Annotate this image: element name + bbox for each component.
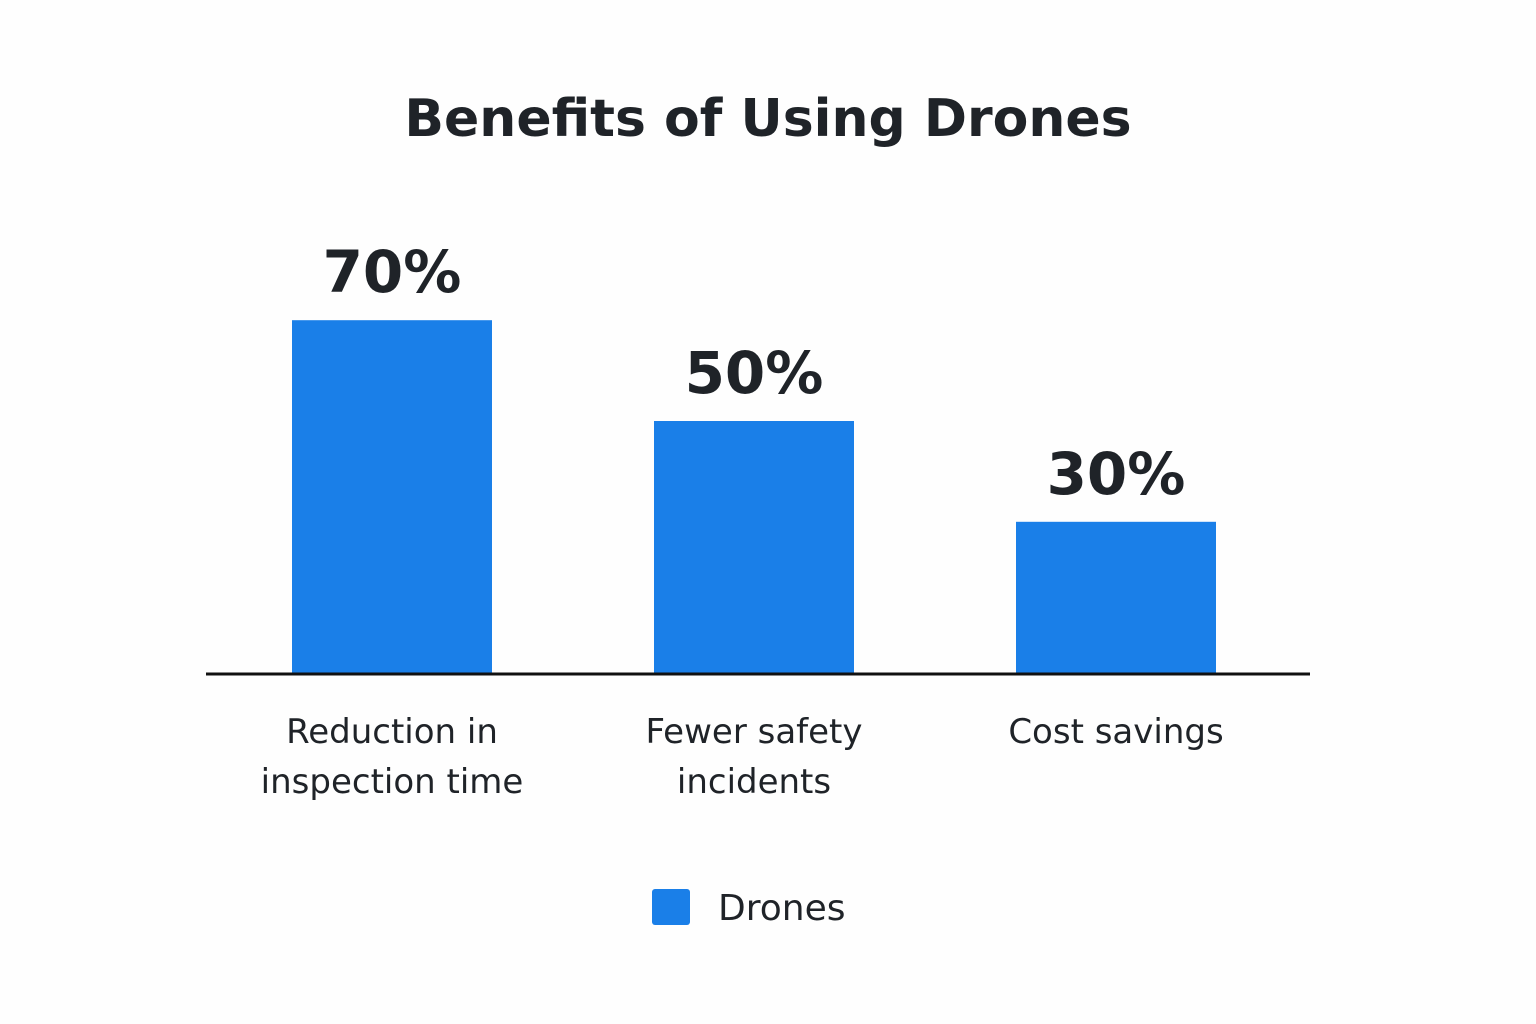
bars-group [292, 320, 1216, 673]
category-label-line: inspection time [261, 762, 524, 802]
category-label-line: Reduction in [286, 712, 498, 752]
value-labels-group: 70% 50% 30% [323, 238, 1186, 508]
category-label-2: Fewer safety incidents [645, 712, 862, 802]
legend-label-drones: Drones [718, 888, 845, 929]
value-label-2: 50% [685, 339, 824, 407]
bar-2 [654, 421, 854, 673]
value-label-1: 70% [323, 238, 462, 306]
category-label-line: incidents [677, 762, 831, 802]
value-label-3: 30% [1047, 440, 1186, 508]
category-label-line: Fewer safety [645, 712, 862, 752]
bar-3 [1016, 521, 1216, 673]
legend: Drones [652, 888, 845, 929]
category-labels-group: Reduction in inspection time Fewer safety i… [261, 712, 1224, 802]
category-label-line: Cost savings [1008, 712, 1223, 752]
category-label-1: Reduction in inspection time [261, 712, 524, 802]
legend-swatch-drones [652, 889, 690, 925]
category-label-3: Cost savings [1008, 712, 1223, 752]
chart-title: Benefits of Using Drones [404, 89, 1131, 149]
bar-1 [292, 320, 492, 673]
